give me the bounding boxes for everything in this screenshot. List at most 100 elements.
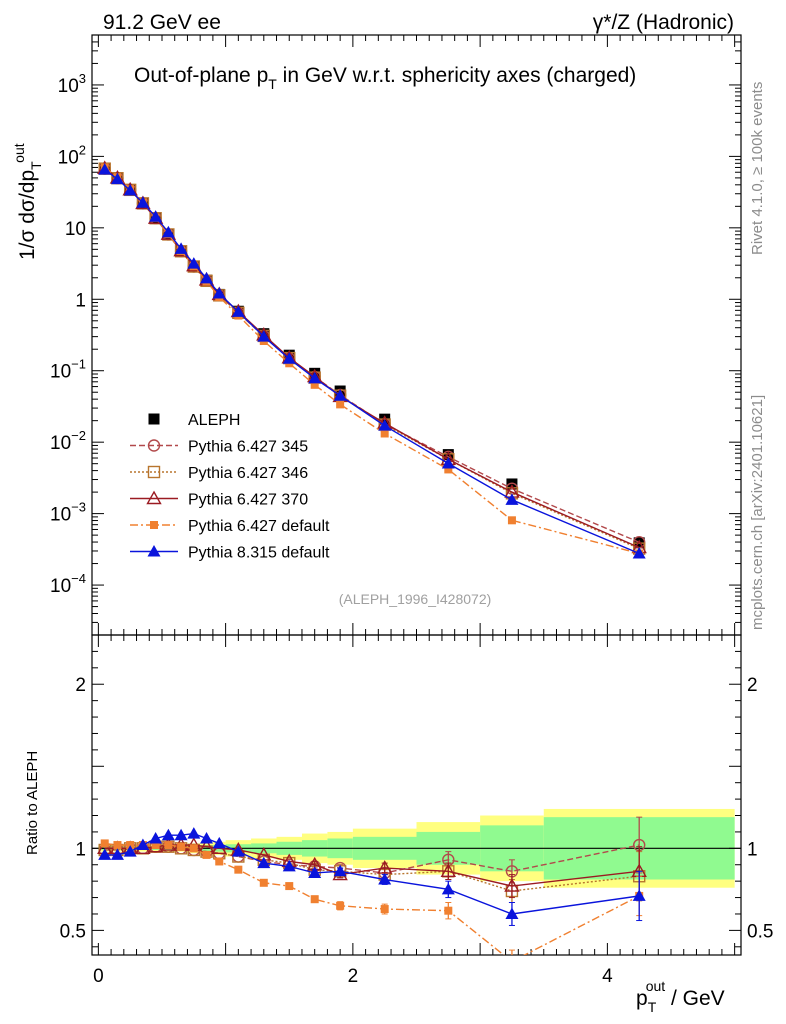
series-ratio-point <box>189 844 198 853</box>
series-point <box>98 163 112 175</box>
series-point <box>632 546 646 559</box>
ratio-tick-label: 0.5 <box>60 921 86 942</box>
series-ratio-point <box>282 859 296 872</box>
series-ratio-point <box>310 895 319 904</box>
series-point <box>231 305 245 317</box>
legend-marker <box>147 465 161 479</box>
series-ratio-point <box>98 848 112 860</box>
series-ratio-point <box>440 863 457 878</box>
series-ratio <box>100 839 644 966</box>
series-point <box>336 400 345 409</box>
y-tick-label: 102 <box>58 142 86 168</box>
series-ratio-point <box>100 839 109 848</box>
series-ratio-point <box>285 882 294 891</box>
process-label: γ*/Z (Hadronic) <box>593 11 734 34</box>
series-ratio-point <box>110 848 124 860</box>
series-ratio-point <box>164 841 173 850</box>
series-point <box>161 225 175 238</box>
ratio-tick-label-right: 2 <box>747 675 758 696</box>
series-point <box>282 352 296 364</box>
series-point <box>505 493 519 505</box>
series-point <box>110 172 124 185</box>
ratio-tick-label: 1 <box>75 839 86 860</box>
x-tick-label: 2 <box>348 966 359 987</box>
series-ratio-point <box>177 842 186 851</box>
ratio-tick-label-right: 0.5 <box>747 921 773 942</box>
y-tick-label: 10−3 <box>50 500 86 526</box>
y-tick-label: 10−1 <box>50 357 86 383</box>
legend-marker <box>150 521 158 529</box>
y-tick-label: 10−4 <box>50 571 86 597</box>
series-point <box>333 389 347 401</box>
series-point <box>174 242 188 254</box>
series-ratio-point <box>212 836 226 849</box>
ratio-tick-label: 2 <box>75 675 86 696</box>
series-point <box>123 183 137 196</box>
series-point <box>507 516 516 525</box>
y-axis-label: 1/σ dσ/dpTout <box>11 143 44 260</box>
series-ratio-point <box>136 838 150 851</box>
series-point <box>149 210 163 222</box>
series-ratio-point <box>441 882 455 895</box>
series-main <box>100 163 644 558</box>
aleph-point <box>506 478 518 490</box>
legend-marker <box>147 545 161 557</box>
series-ratio-point <box>333 864 347 877</box>
aleph-data <box>99 162 645 549</box>
legend-label: Pythia 6.427 default <box>188 518 330 535</box>
series-main <box>98 162 646 555</box>
y-tick-label: 10 <box>65 219 86 240</box>
series-point <box>308 371 322 384</box>
series-ratio-point <box>234 865 243 874</box>
y-tick-label: 1 <box>75 290 86 311</box>
y-tick-label: 10−2 <box>50 428 86 454</box>
legend-marker <box>146 490 162 505</box>
legend-marker <box>147 439 161 452</box>
legend-label: Pythia 6.427 345 <box>188 439 308 456</box>
x-tick-label: 4 <box>602 966 613 987</box>
series-ratio-point <box>508 958 516 966</box>
series-ratio-point <box>632 889 646 901</box>
series-ratio-point <box>215 857 224 866</box>
rivet-label: Rivet 4.1.0, ≥ 100k events <box>749 82 766 255</box>
series-ratio-point <box>123 845 137 857</box>
series-ratio-point <box>257 856 271 869</box>
x-tick-label: 0 <box>93 966 104 987</box>
series-main <box>97 160 647 554</box>
series-point <box>380 429 389 438</box>
x-axis-label: pTout / GeV <box>636 978 725 1015</box>
svg-text:pTout / GeV: pTout / GeV <box>636 978 725 1015</box>
series-point <box>378 419 392 431</box>
series-ratio-point <box>378 873 392 885</box>
series-line <box>104 168 640 550</box>
legend-label: Pythia 6.427 346 <box>188 465 308 482</box>
ratio-frame <box>91 634 742 956</box>
y-tick-label: 103 <box>58 71 86 97</box>
series-point <box>187 257 201 269</box>
series-ratio-point <box>308 866 322 878</box>
series-line <box>104 166 640 555</box>
series-point <box>257 330 271 342</box>
series-ratio-point <box>259 878 268 887</box>
series-ratio-point <box>202 850 211 859</box>
series-line <box>104 167 640 549</box>
analysis-tag: (ALEPH_1996_I428072) <box>339 591 492 607</box>
series-ratio-point <box>151 841 160 850</box>
legend-label: Pythia 6.427 370 <box>188 492 308 509</box>
series-point <box>212 286 226 299</box>
series-ratio-point <box>504 878 520 892</box>
energy-label: 91.2 GeV ee <box>103 11 221 34</box>
series-ratio-point <box>380 905 389 914</box>
series-ratio-point <box>126 841 135 850</box>
series-ratio-point <box>231 845 245 857</box>
legend: ALEPH Pythia 6.427 345 Pythia 6.427 346 Pyt… <box>130 412 330 562</box>
legend-label-aleph: ALEPH <box>188 412 240 429</box>
series-ratio <box>98 827 646 926</box>
series-ratio-point <box>113 841 122 850</box>
svg-text:1/σ dσ/dpTout: 1/σ dσ/dpTout <box>11 143 44 260</box>
series-ratio-point <box>187 827 201 839</box>
series-point <box>310 380 319 389</box>
series-point <box>136 196 150 208</box>
series-ratio-point <box>444 906 453 915</box>
